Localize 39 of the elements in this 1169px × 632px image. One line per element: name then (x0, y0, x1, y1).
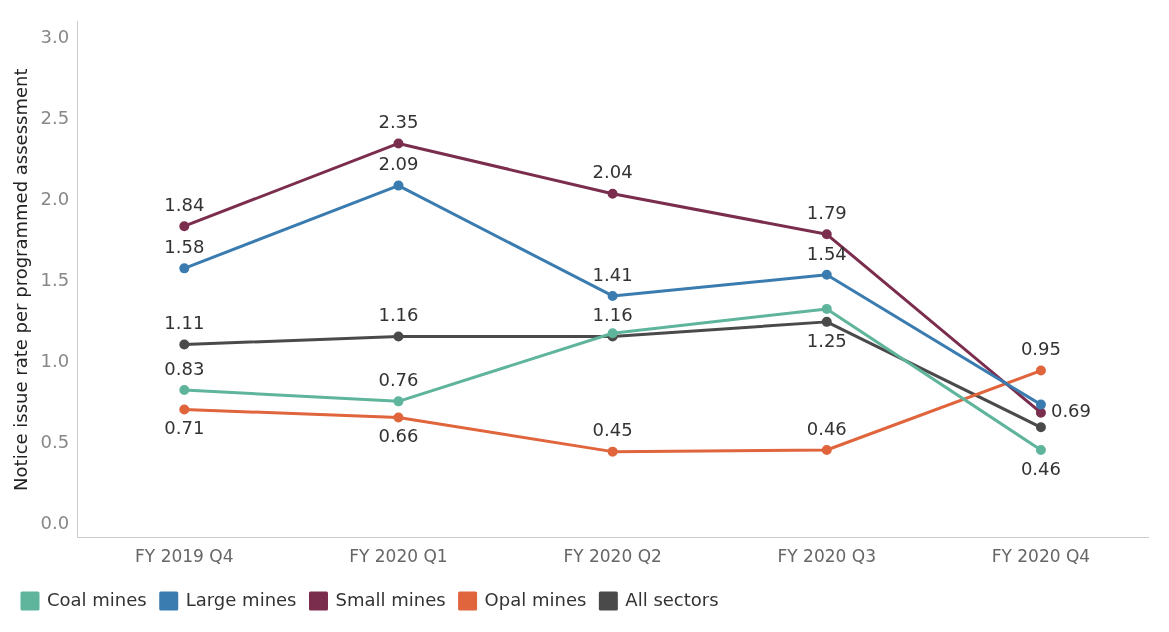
data-label: 1.16 (378, 304, 419, 326)
data-label: 1.79 (806, 201, 847, 223)
data-label: 2.04 (592, 161, 633, 183)
data-label: 0.45 (592, 419, 633, 441)
data-label: 0.83 (164, 357, 205, 379)
data-label: 0.46 (1020, 457, 1061, 479)
y-tick-label: 1.5 (40, 268, 70, 290)
legend-label: Small mines (335, 588, 446, 610)
y-tick-label: 3.0 (40, 25, 70, 47)
x-tick-label: FY 2020 Q4 (991, 546, 1091, 567)
data-label: 1.11 (164, 312, 205, 334)
legend-label: Opal mines (484, 588, 587, 610)
data-label: 0.69 (1050, 400, 1091, 422)
data-label: 1.58 (164, 236, 205, 258)
y-tick-label: 1.0 (40, 350, 70, 372)
x-tick-label: FY 2020 Q3 (777, 546, 876, 567)
y-tick-label: 2.5 (40, 106, 70, 128)
data-label: 2.09 (378, 153, 419, 175)
data-label: 0.95 (1020, 338, 1061, 360)
x-tick-label: FY 2020 Q1 (349, 546, 448, 567)
data-label: 0.46 (806, 417, 847, 439)
data-label: 0.71 (164, 417, 205, 439)
data-label: 1.25 (806, 329, 847, 351)
data-label: 2.35 (378, 111, 419, 133)
y-tick-label: 0.0 (40, 512, 70, 534)
y-axis-title: Notice issue rate per programmed assessment (10, 68, 32, 491)
legend-label: All sectors (625, 588, 719, 610)
data-label: 0.66 (378, 425, 419, 447)
data-label: 1.54 (806, 242, 847, 264)
y-tick-label: 2.0 (40, 187, 70, 209)
legend-label: Large mines (185, 588, 297, 610)
legend-label: Coal mines (47, 588, 147, 610)
data-label: 1.84 (164, 193, 205, 215)
y-tick-label: 0.5 (40, 431, 70, 453)
data-label: 1.41 (592, 263, 633, 285)
x-tick-label: FY 2019 Q4 (135, 546, 234, 567)
data-label: 1.16 (592, 304, 633, 326)
data-label: 0.76 (378, 369, 419, 391)
x-tick-label: FY 2020 Q2 (563, 546, 662, 567)
